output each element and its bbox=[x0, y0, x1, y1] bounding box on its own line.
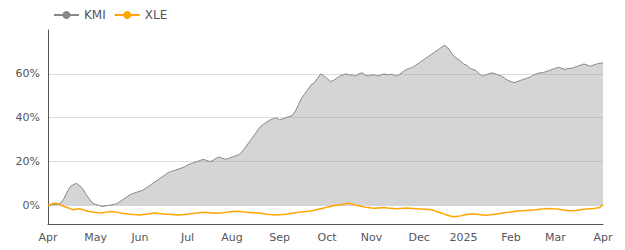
svg-text:Nov: Nov bbox=[361, 231, 383, 244]
svg-text:Sep: Sep bbox=[269, 231, 290, 244]
svg-text:Jun: Jun bbox=[130, 231, 148, 244]
svg-text:Apr: Apr bbox=[38, 231, 58, 244]
svg-text:KMI: KMI bbox=[84, 8, 106, 22]
svg-text:0%: 0% bbox=[23, 199, 40, 212]
svg-text:May: May bbox=[84, 231, 107, 244]
svg-text:Oct: Oct bbox=[318, 231, 338, 244]
svg-text:Feb: Feb bbox=[501, 231, 520, 244]
svg-text:XLE: XLE bbox=[145, 8, 168, 22]
svg-text:Aug: Aug bbox=[221, 231, 242, 244]
svg-text:Dec: Dec bbox=[408, 231, 429, 244]
svg-text:2025: 2025 bbox=[449, 231, 477, 244]
svg-text:Mar: Mar bbox=[545, 231, 566, 244]
svg-text:Apr: Apr bbox=[593, 231, 613, 244]
svg-text:Jul: Jul bbox=[180, 231, 194, 244]
svg-text:40%: 40% bbox=[16, 111, 40, 124]
svg-text:60%: 60% bbox=[16, 67, 40, 80]
svg-text:20%: 20% bbox=[16, 155, 40, 168]
